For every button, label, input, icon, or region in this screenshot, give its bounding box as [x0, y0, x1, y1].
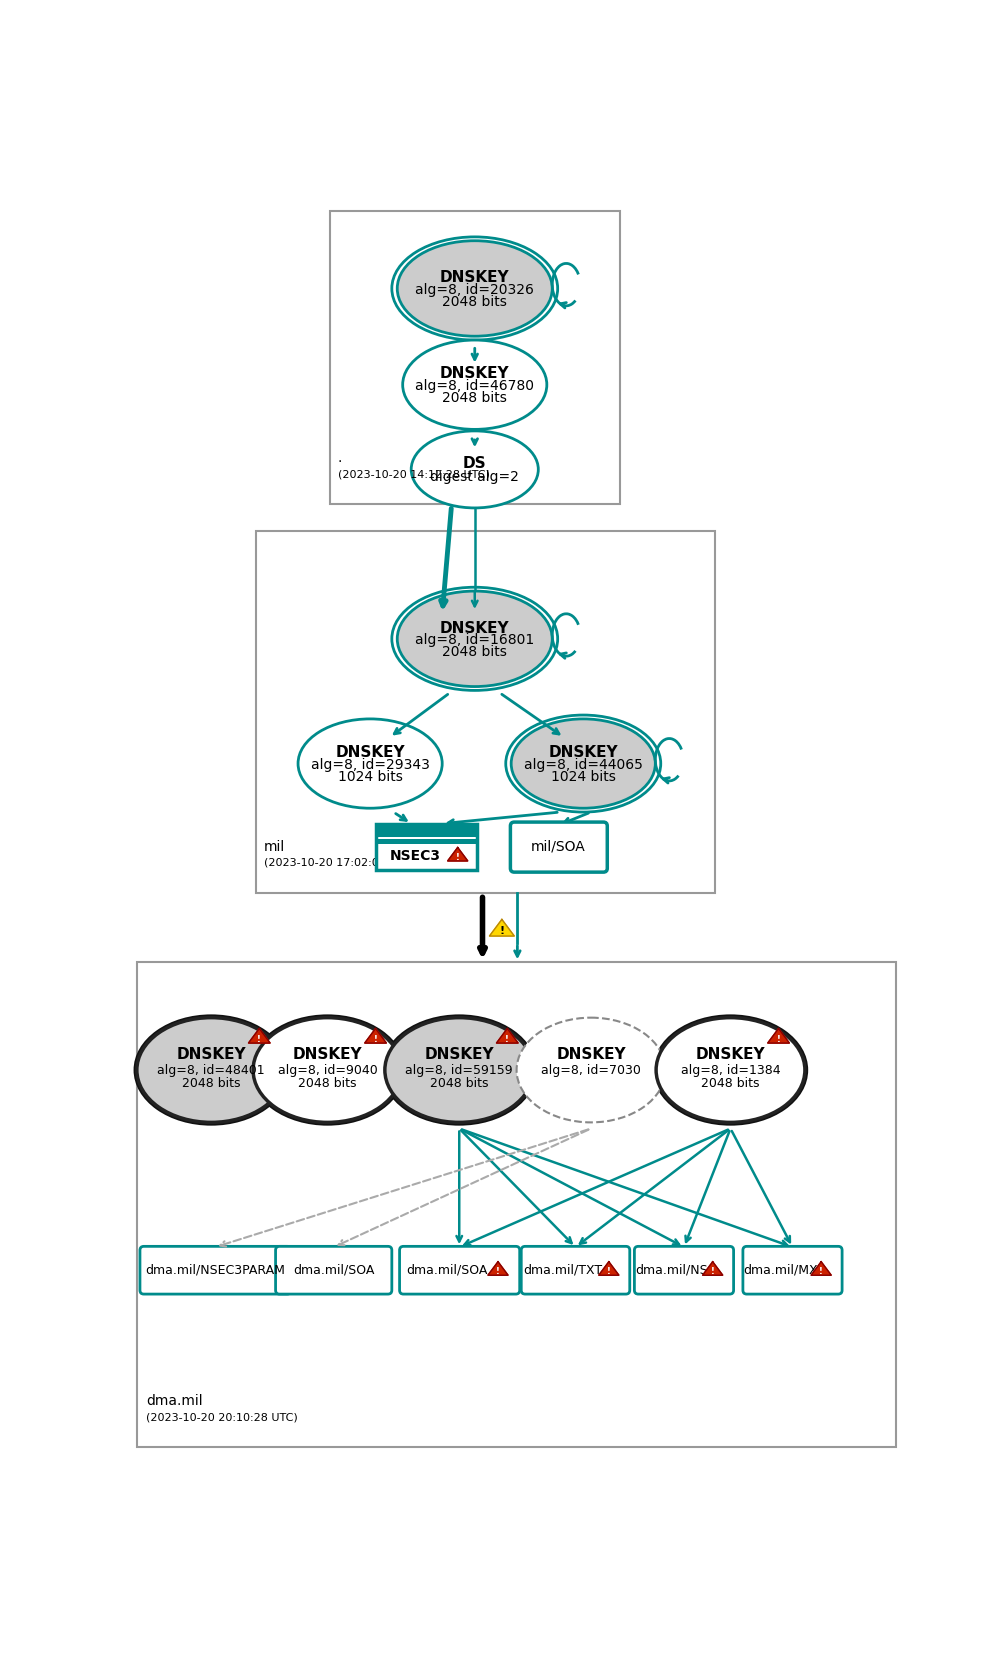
- Text: 2048 bits: 2048 bits: [443, 392, 507, 405]
- Text: alg=8, id=29343: alg=8, id=29343: [310, 758, 429, 771]
- Text: dma.mil/NS: dma.mil/NS: [635, 1264, 708, 1276]
- Text: 1024 bits: 1024 bits: [338, 770, 402, 783]
- Bar: [330, 210, 621, 505]
- Text: (2023-10-20 14:12:28 UTC): (2023-10-20 14:12:28 UTC): [338, 470, 490, 480]
- FancyBboxPatch shape: [399, 1246, 520, 1294]
- Bar: [376, 840, 477, 843]
- Text: (2023-10-20 17:02:01 UTC): (2023-10-20 17:02:01 UTC): [264, 858, 415, 868]
- Text: 2048 bits: 2048 bits: [298, 1078, 357, 1090]
- Ellipse shape: [298, 720, 443, 808]
- FancyBboxPatch shape: [140, 1246, 291, 1294]
- Text: dma.mil/MX: dma.mil/MX: [743, 1264, 817, 1276]
- Polygon shape: [488, 1261, 508, 1274]
- Text: DS: DS: [463, 456, 487, 471]
- Bar: [137, 963, 896, 1448]
- Polygon shape: [497, 1028, 518, 1043]
- Bar: [376, 823, 477, 870]
- Text: 2048 bits: 2048 bits: [443, 645, 507, 660]
- Ellipse shape: [397, 240, 552, 337]
- Text: dma.mil/TXT: dma.mil/TXT: [523, 1264, 603, 1276]
- Text: mil: mil: [264, 840, 285, 853]
- Bar: [256, 531, 715, 893]
- Ellipse shape: [385, 1018, 533, 1123]
- Polygon shape: [768, 1028, 789, 1043]
- Polygon shape: [248, 1028, 270, 1043]
- Text: dma.mil/SOA: dma.mil/SOA: [406, 1264, 488, 1276]
- Text: DNSKEY: DNSKEY: [176, 1048, 246, 1063]
- FancyBboxPatch shape: [510, 821, 607, 871]
- Text: DNSKEY: DNSKEY: [439, 270, 510, 285]
- Text: DNSKEY: DNSKEY: [439, 367, 510, 382]
- Text: !: !: [456, 853, 460, 861]
- Text: NSEC3: NSEC3: [389, 850, 440, 863]
- Polygon shape: [599, 1261, 619, 1274]
- Polygon shape: [811, 1261, 832, 1274]
- Ellipse shape: [516, 1018, 665, 1123]
- FancyBboxPatch shape: [743, 1246, 842, 1294]
- Text: 2048 bits: 2048 bits: [430, 1078, 489, 1090]
- Ellipse shape: [511, 720, 655, 808]
- Text: !: !: [257, 1035, 261, 1043]
- FancyBboxPatch shape: [275, 1246, 392, 1294]
- Text: DNSKEY: DNSKEY: [556, 1048, 626, 1063]
- Text: DNSKEY: DNSKEY: [424, 1048, 494, 1063]
- Text: !: !: [496, 1268, 500, 1276]
- Text: DNSKEY: DNSKEY: [696, 1048, 765, 1063]
- Text: digest alg=2: digest alg=2: [430, 470, 519, 485]
- Ellipse shape: [656, 1018, 805, 1123]
- Ellipse shape: [411, 431, 538, 508]
- Text: alg=8, id=9040: alg=8, id=9040: [277, 1063, 377, 1076]
- Text: .: .: [338, 451, 342, 465]
- Text: 2048 bits: 2048 bits: [702, 1078, 760, 1090]
- Text: !: !: [499, 926, 504, 936]
- Text: !: !: [505, 1035, 509, 1043]
- Text: alg=8, id=44065: alg=8, id=44065: [524, 758, 643, 771]
- Ellipse shape: [397, 591, 552, 686]
- Ellipse shape: [253, 1018, 402, 1123]
- Text: !: !: [374, 1035, 377, 1043]
- Polygon shape: [703, 1261, 723, 1274]
- Text: alg=8, id=7030: alg=8, id=7030: [541, 1063, 641, 1076]
- Text: alg=8, id=46780: alg=8, id=46780: [415, 380, 534, 393]
- Polygon shape: [490, 920, 514, 936]
- Text: DNSKEY: DNSKEY: [439, 620, 510, 635]
- Polygon shape: [448, 848, 468, 861]
- Text: alg=8, id=16801: alg=8, id=16801: [415, 633, 534, 648]
- FancyBboxPatch shape: [521, 1246, 630, 1294]
- Text: DNSKEY: DNSKEY: [292, 1048, 362, 1063]
- Text: 2048 bits: 2048 bits: [182, 1078, 241, 1090]
- Text: 2048 bits: 2048 bits: [443, 295, 507, 308]
- Text: 1024 bits: 1024 bits: [550, 770, 616, 783]
- FancyBboxPatch shape: [634, 1246, 734, 1294]
- Text: DNSKEY: DNSKEY: [548, 745, 618, 760]
- Polygon shape: [365, 1028, 386, 1043]
- Bar: [376, 823, 477, 838]
- Text: (2023-10-20 20:10:28 UTC): (2023-10-20 20:10:28 UTC): [146, 1413, 298, 1423]
- Text: dma.mil: dma.mil: [146, 1394, 203, 1408]
- Text: !: !: [711, 1268, 715, 1276]
- Text: alg=8, id=48401: alg=8, id=48401: [157, 1063, 265, 1076]
- Text: DNSKEY: DNSKEY: [336, 745, 405, 760]
- Text: dma.mil/SOA: dma.mil/SOA: [293, 1264, 374, 1276]
- Text: !: !: [776, 1035, 780, 1043]
- Text: !: !: [820, 1268, 824, 1276]
- Text: alg=8, id=1384: alg=8, id=1384: [680, 1063, 780, 1076]
- Text: mil/SOA: mil/SOA: [531, 840, 586, 853]
- Text: alg=8, id=59159: alg=8, id=59159: [405, 1063, 513, 1076]
- Ellipse shape: [137, 1018, 285, 1123]
- Text: dma.mil/NSEC3PARAM: dma.mil/NSEC3PARAM: [145, 1264, 285, 1276]
- Ellipse shape: [402, 340, 546, 430]
- Text: alg=8, id=20326: alg=8, id=20326: [415, 283, 534, 297]
- Text: !: !: [607, 1268, 611, 1276]
